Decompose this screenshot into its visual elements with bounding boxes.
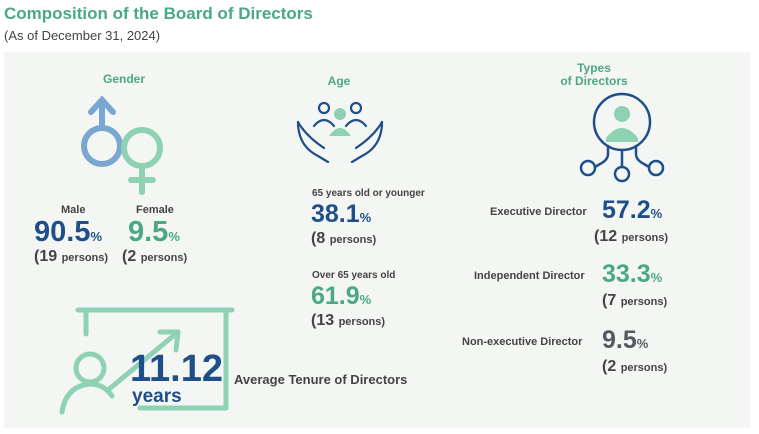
executive-label: Executive Director [490, 206, 587, 218]
gender-heading: Gender [102, 72, 145, 86]
female-value: 9.5 [128, 216, 169, 248]
male-percentage: 90.5% [34, 216, 102, 249]
female-unit: % [168, 229, 180, 244]
presentation-board-icon [59, 307, 235, 415]
male-value: 90.5 [34, 216, 91, 248]
nonexec-percentage: 9.5% [602, 326, 649, 354]
age-young-label: 65 years old or younger [312, 188, 425, 199]
tenure-label: Average Tenure of Directors [234, 372, 408, 387]
people-in-hands-icon [296, 101, 384, 164]
male-persons: (19 persons) [34, 248, 109, 265]
executive-persons: (12 persons) [594, 228, 669, 245]
age-old-label: Over 65 years old [312, 270, 396, 281]
gender-symbols-icon [81, 95, 163, 195]
types-heading: Types of Directors [560, 61, 628, 88]
board-composition-panel: Gender Male Female 90.5% 9.5% (19 person… [4, 52, 750, 428]
age-old-percentage: 61.9% [311, 282, 372, 310]
nonexec-persons: (2 persons) [602, 358, 668, 375]
independent-persons: (7 persons) [602, 292, 668, 309]
female-persons: (2 persons) [122, 248, 188, 265]
age-young-persons: (8 persons) [311, 230, 377, 247]
page-subtitle: (As of December 31, 2024) [4, 28, 161, 43]
tenure-value: 11.12 [130, 348, 223, 390]
female-symbol-icon [121, 127, 163, 195]
female-label: Female [136, 204, 174, 216]
director-network-icon [579, 92, 665, 183]
independent-label: Independent Director [474, 270, 585, 282]
male-symbol-icon [81, 95, 123, 167]
age-old-persons: (13 persons) [311, 312, 386, 329]
age-heading: Age [327, 74, 351, 88]
executive-percentage: 57.2% [602, 196, 663, 224]
female-percentage: 9.5% [128, 216, 180, 249]
nonexec-label: Non-executive Director [462, 336, 583, 348]
tenure-unit: years [132, 386, 182, 407]
male-label: Male [61, 204, 86, 216]
age-young-percentage: 38.1% [311, 200, 372, 228]
independent-percentage: 33.3% [602, 260, 663, 288]
page-title: Composition of the Board of Directors [4, 4, 313, 23]
male-unit: % [90, 229, 103, 244]
